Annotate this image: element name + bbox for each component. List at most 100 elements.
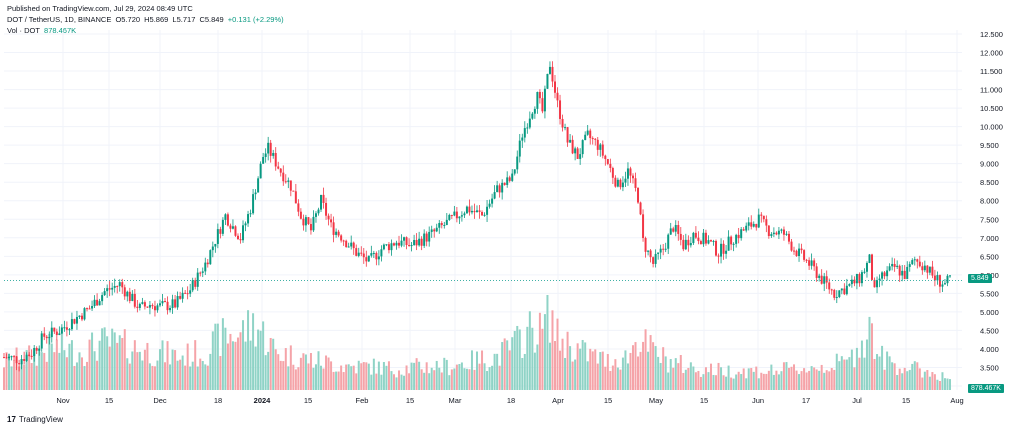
time-tick-label: 15 bbox=[406, 396, 414, 405]
volume-bar bbox=[50, 343, 53, 390]
volume-bar bbox=[652, 342, 655, 390]
volume-bar bbox=[189, 366, 192, 390]
volume-bar bbox=[292, 364, 295, 390]
candle-body bbox=[365, 257, 368, 262]
volume-bar bbox=[757, 378, 760, 390]
candle-body bbox=[347, 246, 350, 248]
volume-bar bbox=[121, 337, 124, 390]
volume-bar bbox=[871, 323, 874, 390]
volume-bar bbox=[820, 364, 823, 390]
candle-body bbox=[878, 278, 881, 281]
candle-body bbox=[772, 232, 775, 235]
volume-bar bbox=[103, 327, 106, 390]
volume-bar bbox=[800, 371, 803, 390]
volume-bar bbox=[460, 362, 463, 390]
volume-bar bbox=[350, 366, 353, 390]
volume-bar bbox=[3, 367, 5, 390]
volume-bar bbox=[818, 370, 821, 390]
volume-bar bbox=[755, 366, 758, 390]
published-label: Published on TradingView.com, Jul 29, 20… bbox=[7, 4, 193, 13]
candle-body bbox=[111, 287, 114, 290]
candle-body bbox=[684, 239, 687, 250]
candle-body bbox=[91, 306, 94, 309]
candle-body bbox=[626, 168, 629, 179]
volume-bar bbox=[589, 348, 592, 390]
volume-bar bbox=[264, 355, 267, 390]
volume-bar bbox=[63, 350, 66, 390]
candle-body bbox=[3, 357, 5, 359]
candle-body bbox=[483, 214, 486, 216]
volume-bar bbox=[740, 374, 743, 390]
volume-bar bbox=[234, 341, 237, 390]
candle-body bbox=[73, 319, 76, 324]
volume-bar bbox=[503, 338, 506, 390]
volume-label[interactable]: Vol · DOT bbox=[7, 26, 40, 35]
candle-body bbox=[594, 138, 597, 140]
price-tick-label: 7.500 bbox=[980, 215, 999, 224]
volume-bar bbox=[699, 376, 702, 390]
candle-body bbox=[158, 303, 161, 306]
volume-bar bbox=[536, 344, 539, 390]
volume-bar bbox=[626, 363, 629, 390]
candle-body bbox=[518, 140, 521, 157]
volume-bar bbox=[440, 372, 443, 390]
volume-bar bbox=[191, 361, 194, 390]
candle-body bbox=[921, 266, 924, 271]
time-tick-label: Apr bbox=[552, 396, 564, 405]
candle-body bbox=[624, 178, 627, 183]
candle-body bbox=[677, 225, 680, 234]
candle-body bbox=[40, 333, 43, 349]
candle-body bbox=[171, 299, 174, 309]
tradingview-logo[interactable]: 17 TradingView bbox=[7, 415, 63, 424]
volume-bar bbox=[111, 328, 114, 390]
candle-body bbox=[360, 252, 363, 254]
open-value: O5.720 bbox=[115, 15, 141, 24]
candle-body bbox=[850, 279, 853, 285]
volume-bar bbox=[775, 370, 778, 390]
candle-body bbox=[312, 216, 315, 231]
volume-bar bbox=[380, 374, 383, 390]
volume-bar bbox=[156, 360, 159, 390]
volume-bar bbox=[878, 356, 881, 390]
price-tick-label: 10.500 bbox=[980, 104, 1003, 113]
candle-body bbox=[126, 291, 129, 297]
volume-bar bbox=[332, 371, 335, 390]
candle-body bbox=[543, 88, 546, 112]
volume-bar bbox=[687, 367, 690, 390]
candle-body bbox=[287, 180, 290, 182]
candle-body bbox=[123, 287, 126, 297]
candle-body bbox=[637, 187, 640, 203]
candle-body bbox=[322, 194, 325, 203]
candle-body bbox=[669, 228, 672, 235]
candle-body bbox=[931, 266, 934, 276]
volume-bar bbox=[118, 335, 121, 390]
volume-bar bbox=[340, 365, 343, 390]
volume-bar bbox=[214, 323, 217, 390]
volume-bar bbox=[725, 376, 728, 390]
volume-bar bbox=[131, 351, 134, 390]
volume-bar bbox=[96, 360, 99, 390]
candle-body bbox=[60, 327, 63, 334]
candle-body bbox=[204, 262, 207, 272]
candle-body bbox=[571, 139, 574, 154]
volume-bar bbox=[201, 361, 204, 390]
volume-bar bbox=[634, 342, 637, 390]
candle-body bbox=[631, 175, 634, 179]
candle-body bbox=[430, 229, 433, 232]
volume-bar bbox=[883, 369, 886, 390]
symbol-title[interactable]: DOT / TetherUS, 1D, BINANCE bbox=[7, 15, 112, 24]
candle-body bbox=[548, 66, 551, 74]
volume-bar bbox=[848, 357, 851, 390]
candle-body bbox=[332, 222, 335, 235]
candle-body bbox=[815, 266, 818, 278]
volume-bar bbox=[450, 369, 453, 390]
high-value: H5.869 bbox=[144, 15, 169, 24]
candle-body bbox=[891, 263, 894, 267]
volume-bar bbox=[73, 365, 76, 390]
candle-body bbox=[367, 255, 370, 262]
time-tick-label: Dec bbox=[153, 396, 167, 405]
candle-body bbox=[50, 327, 53, 338]
volume-bar bbox=[186, 343, 189, 390]
volume-bar bbox=[304, 354, 307, 390]
